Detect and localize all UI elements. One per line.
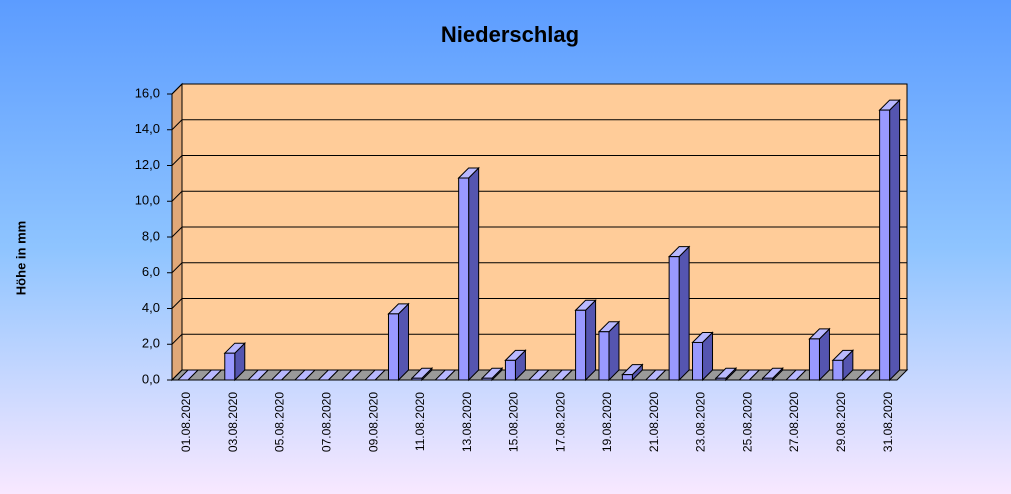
bar-top xyxy=(855,369,878,381)
y-tick-label: 6,0 xyxy=(142,264,160,279)
bar-top xyxy=(363,369,387,381)
bar xyxy=(879,109,891,381)
y-tick-label: 8,0 xyxy=(142,228,160,243)
bar-side xyxy=(468,166,480,382)
grid-line xyxy=(171,190,183,202)
bar-top xyxy=(270,369,293,381)
bar xyxy=(575,309,587,381)
x-tick-label: 15.08.2020 xyxy=(507,392,521,452)
grid-line xyxy=(171,226,183,238)
bar-side xyxy=(889,98,901,382)
bar xyxy=(692,341,704,381)
bar xyxy=(411,377,423,381)
x-tick-label: 05.08.2020 xyxy=(273,392,287,452)
bar-top xyxy=(200,369,223,381)
x-tick-label: 25.08.2020 xyxy=(740,392,754,452)
grid-line xyxy=(171,369,183,381)
x-tick-label: 27.08.2020 xyxy=(787,392,801,452)
x-tick-label: 31.08.2020 xyxy=(881,392,895,452)
bar xyxy=(504,359,516,381)
x-tick-label: 19.08.2020 xyxy=(600,392,614,452)
x-tick-label: 07.08.2020 xyxy=(319,392,333,452)
bar-top xyxy=(434,369,457,381)
x-tick-label: 13.08.2020 xyxy=(460,392,474,452)
bar xyxy=(808,338,820,381)
bar-top xyxy=(317,369,340,381)
bar-top xyxy=(550,369,574,381)
bar-top xyxy=(644,369,667,381)
bar xyxy=(387,313,399,381)
y-tick-label: 12,0 xyxy=(135,157,160,172)
bar-top xyxy=(293,369,317,381)
x-tick-label: 29.08.2020 xyxy=(834,392,848,452)
bar xyxy=(762,377,774,381)
bar xyxy=(481,377,493,381)
x-tick-label: 03.08.2020 xyxy=(226,392,240,452)
bar-side xyxy=(585,299,597,382)
x-tick-label: 21.08.2020 xyxy=(647,392,661,452)
x-tick-label: 17.08.2020 xyxy=(553,392,567,452)
bar-top xyxy=(176,369,200,381)
x-tick-label: 09.08.2020 xyxy=(366,392,380,452)
x-tick-label: 11.08.2020 xyxy=(413,392,427,451)
y-tick-label: 16,0 xyxy=(135,85,160,100)
grid-line xyxy=(171,155,183,166)
bar-top xyxy=(784,369,808,381)
bar xyxy=(715,377,727,381)
bar-top xyxy=(246,369,270,381)
x-tick-label: 23.08.2020 xyxy=(694,392,708,452)
grid-line xyxy=(171,298,183,309)
y-tick-label: 10,0 xyxy=(135,193,160,208)
bar-top xyxy=(738,369,761,381)
grid-line xyxy=(171,262,183,274)
grid-line xyxy=(171,83,183,95)
bar xyxy=(458,177,470,381)
grid-line xyxy=(171,333,183,345)
bar xyxy=(621,374,633,381)
y-tick-label: 4,0 xyxy=(142,300,160,315)
bar xyxy=(832,359,844,381)
y-tick-label: 0,0 xyxy=(142,371,160,386)
grid-line xyxy=(171,119,183,131)
y-axis-label: Höhe in mm xyxy=(13,221,28,295)
bar-side xyxy=(678,245,690,382)
bar-top xyxy=(527,369,551,381)
x-tick-label: 01.08.2020 xyxy=(179,392,193,452)
bar xyxy=(598,331,610,381)
y-tick-label: 2,0 xyxy=(142,336,160,351)
bar xyxy=(224,352,236,381)
y-tick-label: 14,0 xyxy=(135,121,160,136)
bar xyxy=(668,256,680,381)
bar-side xyxy=(397,302,409,382)
bar-top xyxy=(340,369,363,381)
chart-title: Niederschlag xyxy=(441,22,579,47)
